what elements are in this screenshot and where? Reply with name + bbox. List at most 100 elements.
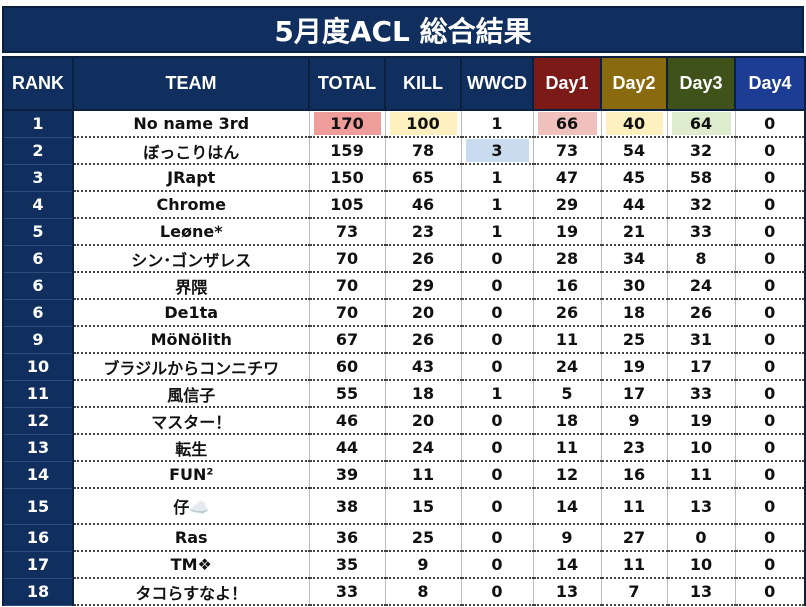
cell-rank: 13 [2,434,74,462]
header-team: TEAM [72,56,310,111]
cell-team: JRapt [73,164,310,192]
cell-day4: 0 [735,245,806,273]
cell-total: 38 [309,488,386,525]
cell-day3: 0 [667,524,736,552]
cell-day3: 24 [667,272,736,300]
table-row: 6 界隈 70 29 0 16 30 24 0 [2,272,806,300]
cell-rank: 18 [2,578,74,606]
cell-day1: 24 [533,353,602,381]
cell-team: ブラジルからコンニチワ [73,353,310,381]
cell-day1: 9 [533,524,602,552]
cell-day2: 19 [601,353,668,381]
cell-day2: 9 [601,407,668,435]
results-table: RANK TEAM TOTAL KILL WWCD Day1 Day2 Day3… [2,56,806,606]
table-row: 11 風信子 55 18 1 5 17 33 0 [2,380,806,408]
cell-day2: 23 [601,434,668,462]
highlight-wwcd: 3 [465,139,529,162]
cell-wwcd: 0 [461,326,534,354]
cell-day2: 25 [601,326,668,354]
cell-day3: 31 [667,326,736,354]
cell-day3: 19 [667,407,736,435]
cell-day3: 8 [667,245,736,273]
cell-total: 46 [309,407,386,435]
cell-day1: 19 [533,218,602,246]
table-row: 10 ブラジルからコンニチワ 60 43 0 24 19 17 0 [2,353,806,381]
cell-total: 36 [309,524,386,552]
cell-wwcd: 1 [461,380,534,408]
cell-rank: 10 [2,353,74,381]
cell-team: MöNölith [73,326,310,354]
cell-day1: 11 [533,434,602,462]
cell-day3: 17 [667,353,736,381]
cell-total: 70 [309,299,386,327]
cell-day3: 32 [667,191,736,219]
cell-day1: 73 [533,137,602,165]
cell-wwcd: 0 [461,488,534,525]
highlight-day3: 64 [671,112,731,135]
cell-wwcd: 0 [461,551,534,579]
cell-total: 33 [309,578,386,606]
table-row: 9 MöNölith 67 26 0 11 25 31 0 [2,326,806,354]
header-day4: Day4 [734,56,806,111]
header-day2: Day2 [600,56,668,111]
cell-wwcd: 0 [461,461,534,489]
table-row: 18 タコらすなよ！ 33 8 0 13 7 13 0 [2,578,806,606]
cell-rank: 3 [2,164,74,192]
header-rank: RANK [2,56,74,111]
cell-day1: 29 [533,191,602,219]
cell-rank: 9 [2,326,74,354]
sheet-title: 5月度ACL 総合結果 [2,6,804,53]
cell-kill: 26 [385,326,462,354]
cell-team: FUN² [73,461,310,489]
table-row: 6 シン･ゴンザレス 70 26 0 28 34 8 0 [2,245,806,273]
cell-kill: 26 [385,245,462,273]
cell-kill: 8 [385,578,462,606]
cell-wwcd: 1 [461,191,534,219]
cell-rank: 6 [2,299,74,327]
cell-day4: 0 [735,218,806,246]
cell-day1: 47 [533,164,602,192]
header-kill: KILL [384,56,462,111]
cell-kill: 23 [385,218,462,246]
cell-team: シン･ゴンザレス [73,245,310,273]
cell-rank: 16 [2,524,74,552]
cell-total: 55 [309,380,386,408]
cell-team: De1ta [73,299,310,327]
cell-kill: 100 [385,110,462,138]
cell-total: 35 [309,551,386,579]
cell-day4: 0 [735,524,806,552]
cell-wwcd: 1 [461,218,534,246]
cell-day3: 10 [667,434,736,462]
cell-total: 39 [309,461,386,489]
header-day3: Day3 [666,56,736,111]
cell-day2: 54 [601,137,668,165]
cell-team: 転生 [73,434,310,462]
cell-rank: 1 [2,110,74,138]
cell-kill: 20 [385,407,462,435]
cell-day2: 18 [601,299,668,327]
cell-day2: 45 [601,164,668,192]
cell-total: 44 [309,434,386,462]
cell-rank: 17 [2,551,74,579]
cell-wwcd: 0 [461,407,534,435]
cell-rank: 2 [2,137,74,165]
cell-day4: 0 [735,299,806,327]
cell-day3: 33 [667,218,736,246]
highlight-day1: 66 [537,112,597,135]
cell-total: 70 [309,245,386,273]
cell-day4: 0 [735,353,806,381]
cell-day4: 0 [735,551,806,579]
cell-kill: 43 [385,353,462,381]
cell-wwcd: 0 [461,524,534,552]
cell-wwcd: 0 [461,353,534,381]
cell-day3: 58 [667,164,736,192]
cell-wwcd: 0 [461,245,534,273]
cell-day3: 26 [667,299,736,327]
cell-wwcd: 0 [461,272,534,300]
cell-day3: 64 [667,110,736,138]
cell-day1: 5 [533,380,602,408]
cell-team: Leøne* [73,218,310,246]
cell-wwcd: 1 [461,110,534,138]
cell-day2: 40 [601,110,668,138]
highlight-kill: 100 [389,112,457,135]
